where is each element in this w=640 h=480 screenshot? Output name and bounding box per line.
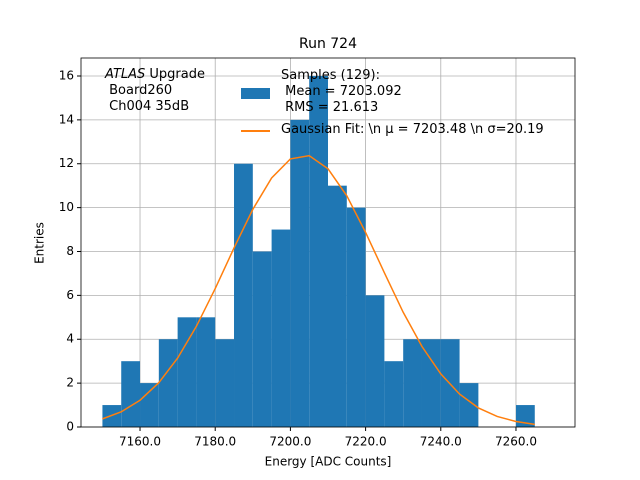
bar xyxy=(140,383,159,427)
y-tick-label: 2 xyxy=(66,376,74,390)
bar xyxy=(177,317,197,427)
fit-line xyxy=(102,154,535,426)
x-tick-label: 7200.0 xyxy=(269,435,311,449)
bar xyxy=(121,361,141,427)
y-tick-label: 14 xyxy=(59,112,74,126)
annotation-text: Upgrade Board260 Ch004 35dB xyxy=(109,67,205,114)
bar xyxy=(290,119,310,428)
legend-patch xyxy=(241,88,270,99)
legend-line xyxy=(241,130,270,132)
x-tick-label: 7220.0 xyxy=(345,435,387,449)
y-tick-label: 0 xyxy=(66,420,74,434)
bar xyxy=(328,185,347,427)
bar xyxy=(421,339,441,427)
bar xyxy=(346,207,366,427)
bar xyxy=(403,339,422,427)
bar xyxy=(309,75,328,428)
y-tick-label: 8 xyxy=(66,244,74,258)
axes-frame xyxy=(80,57,576,428)
bar xyxy=(459,383,479,427)
x-tick-label: 7160.0 xyxy=(119,435,161,449)
bar xyxy=(365,295,385,427)
y-tick-label: 10 xyxy=(59,200,74,214)
chart-title: Run 724 xyxy=(299,36,357,52)
x-tick-label: 7180.0 xyxy=(194,435,236,449)
annotation: ATLAS Upgrade Board260 Ch004 35dB xyxy=(105,67,205,115)
bar xyxy=(384,361,404,427)
bar xyxy=(196,317,216,427)
experiment: ATLAS xyxy=(105,67,146,82)
legend-fit: Gaussian Fit: \n μ = 7203.48 \n σ=20.19 xyxy=(281,122,544,137)
bar xyxy=(158,339,178,427)
x-tick-label: 7240.0 xyxy=(420,435,462,449)
legend-hist: Samples (129): Mean = 7203.092 RMS = 21.… xyxy=(281,68,402,115)
y-tick-label: 16 xyxy=(59,68,74,82)
bar xyxy=(215,339,235,427)
bar xyxy=(252,251,272,427)
bar xyxy=(271,229,291,427)
x-tick-label: 7260.0 xyxy=(495,435,537,449)
y-tick-label: 12 xyxy=(59,156,74,170)
x-axis-label: Energy [ADC Counts] xyxy=(265,455,392,469)
y-tick-label: 4 xyxy=(66,332,74,346)
y-axis-label: Entries xyxy=(33,222,47,264)
bar xyxy=(234,163,253,427)
y-tick-label: 6 xyxy=(66,288,74,302)
